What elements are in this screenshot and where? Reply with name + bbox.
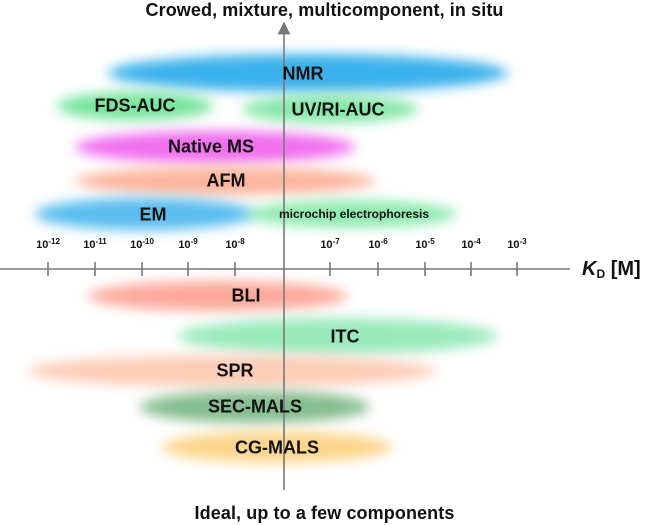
axis-unit: [M] (610, 258, 641, 280)
label-nmr: NMR (282, 63, 324, 84)
tick-base: 10 (320, 239, 333, 251)
tick-label: 10-11 (83, 237, 106, 251)
tick-exponent: -7 (332, 237, 340, 246)
tick-exponent: -10 (142, 237, 154, 246)
tick-label: 10-8 (225, 237, 244, 251)
band-sec-mals (140, 391, 370, 423)
label-fds-auc: FDS-AUC (94, 95, 176, 116)
label-em: EM (139, 204, 167, 225)
band-fds-auc (57, 92, 213, 120)
band-cg-mals (162, 431, 392, 463)
tick-label: 10-4 (461, 237, 480, 251)
tick-label: 10-12 (36, 237, 60, 251)
axis-subscript: D (596, 267, 606, 281)
label-bli: BLI (231, 285, 261, 306)
tick-base: 10 (178, 239, 191, 251)
tick-base: 10 (225, 239, 238, 251)
tick-base: 10 (415, 239, 428, 251)
tick-label: 10-6 (368, 237, 387, 251)
label-spr: SPR (216, 360, 254, 381)
tick-exponent: -4 (473, 237, 481, 246)
axis-title: KD [M] (582, 258, 641, 281)
top-caption: Crowed, mixture, multicomponent, in situ (145, 0, 504, 20)
tick-base: 10 (36, 239, 49, 251)
tick-label: 10-9 (178, 237, 197, 251)
bottom-caption: Ideal, up to a few components (194, 503, 455, 523)
kd-axis (0, 21, 570, 490)
label-afm: AFM (206, 170, 246, 191)
tick-base: 10 (83, 239, 96, 251)
axis-symbol: K (582, 258, 597, 280)
tick-label: 10-10 (130, 237, 154, 251)
tick-exponent: -6 (380, 237, 388, 246)
tick-exponent: -8 (237, 237, 245, 246)
band-bli (88, 281, 348, 311)
tick-base: 10 (368, 239, 381, 251)
band-native-ms (75, 131, 355, 163)
band-itc (178, 318, 498, 354)
tick-base: 10 (461, 239, 474, 251)
label-cg-mals: CG-MALS (235, 437, 319, 458)
band-spr (27, 355, 437, 387)
tick-label: 10-7 (320, 237, 339, 251)
tick-base: 10 (507, 239, 520, 251)
band-microchip (247, 200, 457, 228)
technique-bands (27, 54, 508, 463)
tick-exponent: -11 (95, 237, 107, 246)
tick-exponent: -5 (427, 237, 435, 246)
tick-label: 10-3 (507, 237, 526, 251)
band-nmr (108, 54, 508, 92)
tick-exponent: -12 (48, 237, 60, 246)
label-microchip: microchip electrophoresis (278, 207, 430, 221)
label-uv-ri-auc: UV/RI-AUC (291, 99, 385, 120)
label-native-ms: Native MS (167, 136, 255, 157)
label-itc: ITC (330, 326, 360, 347)
tick-label: 10-5 (415, 237, 434, 251)
tick-exponent: -9 (190, 237, 198, 246)
label-sec-mals: SEC-MALS (208, 396, 302, 417)
band-afm (75, 167, 375, 195)
band-em (35, 198, 255, 230)
tick-base: 10 (130, 239, 143, 251)
tick-exponent: -3 (519, 237, 527, 246)
band-uv-ri-auc (242, 95, 418, 123)
